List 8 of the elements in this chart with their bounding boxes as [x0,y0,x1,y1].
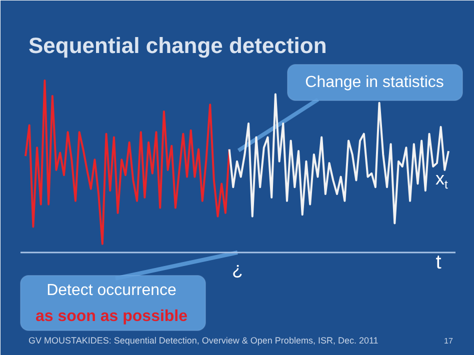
text: Detect occurrence [46,282,177,299]
text: GV MOUSTAKIDES: Sequential Detection, Overview & Open Problems, ISR, Dec. 2011 [28,336,378,346]
text: as soon as possible [35,308,188,325]
text: ¿ [232,258,243,278]
x-axis-title: t [436,252,442,274]
annotation: Change in statistics [305,74,444,91]
chart-title: Sequential change detection [28,33,327,58]
text: 17 [444,336,454,346]
